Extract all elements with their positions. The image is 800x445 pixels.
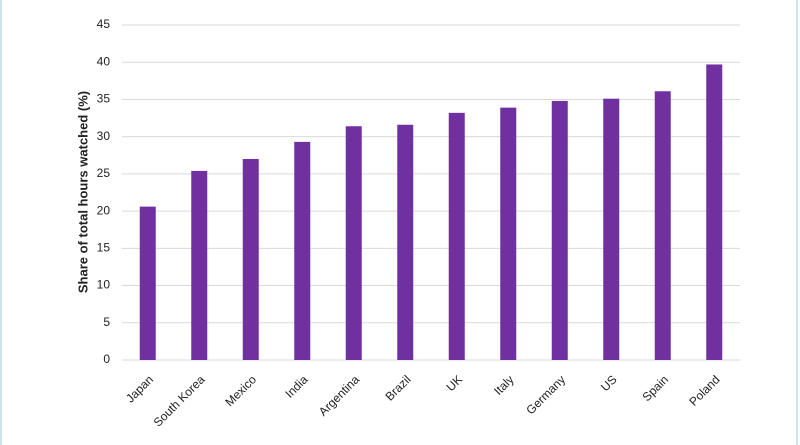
bar	[654, 91, 671, 360]
y-tick-label: 15	[97, 241, 111, 255]
y-tick-label: 45	[97, 17, 111, 31]
x-tick-label: US	[598, 372, 620, 394]
y-tick-label: 0	[103, 352, 110, 366]
bar	[500, 107, 517, 360]
bar	[603, 98, 620, 360]
x-tick-label: Argentina	[316, 372, 362, 418]
y-tick-label: 25	[97, 166, 111, 180]
bar	[242, 159, 259, 360]
y-axis-label: Share of total hours watched (%)	[75, 91, 90, 293]
bar	[706, 64, 723, 360]
bar	[191, 170, 208, 360]
bar	[551, 100, 568, 360]
bar	[345, 126, 362, 360]
x-tick-label: Brazil	[382, 372, 413, 403]
bar	[397, 124, 414, 360]
y-tick-label: 10	[97, 278, 111, 292]
x-tick-label: India	[282, 372, 311, 401]
y-tick-label: 30	[97, 129, 111, 143]
y-tick-label: 40	[97, 54, 111, 68]
x-tick-label: South Korea	[151, 372, 208, 429]
bar	[448, 112, 465, 360]
y-tick-label: 5	[103, 315, 110, 329]
bar	[294, 141, 311, 360]
x-tick-label: Germany	[523, 372, 568, 417]
x-tick-label: Mexico	[222, 372, 259, 409]
bar	[139, 206, 156, 360]
x-tick-label: Japan	[123, 372, 156, 405]
y-tick-label: 20	[97, 203, 111, 217]
y-tick-label: 35	[97, 92, 111, 106]
x-tick-label: Italy	[491, 372, 516, 397]
x-tick-label: Spain	[640, 372, 672, 404]
x-tick-label: Poland	[686, 372, 722, 408]
x-tick-label: UK	[443, 372, 465, 394]
